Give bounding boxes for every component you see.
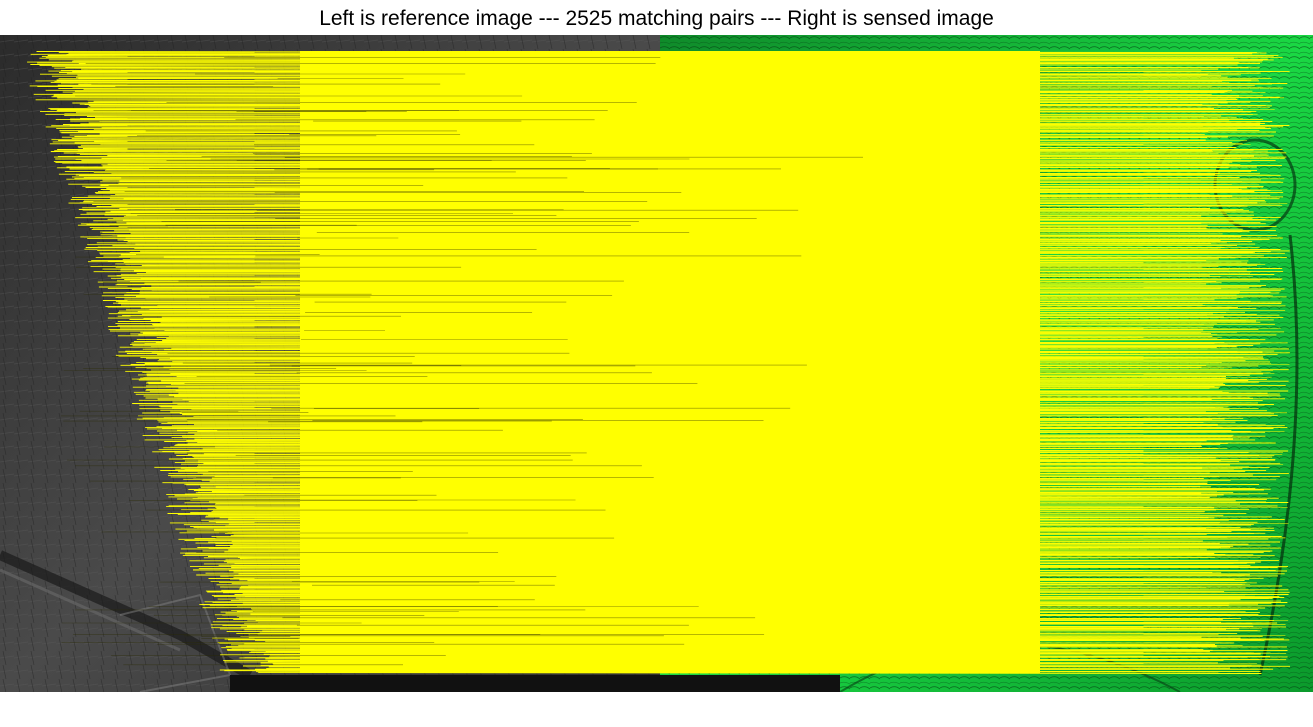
match-line — [172, 361, 1270, 362]
image-gap-band — [230, 675, 840, 692]
match-line — [220, 576, 1245, 577]
match-line — [234, 534, 1207, 535]
image-pair-canvas — [0, 35, 1313, 692]
match-line — [201, 604, 1258, 605]
match-line — [129, 229, 1243, 230]
match-line — [90, 106, 1272, 107]
match-line — [215, 507, 1214, 508]
match-line — [183, 555, 1254, 556]
match-line — [166, 494, 1249, 495]
match-line — [175, 469, 1242, 470]
match-line — [108, 288, 1221, 289]
match-line — [183, 458, 1216, 459]
image-pair-panel — [0, 35, 1313, 692]
match-line — [268, 660, 1224, 661]
match-line — [214, 529, 1251, 530]
match-line — [194, 490, 1264, 491]
match-line — [213, 622, 1221, 623]
match-line — [207, 591, 1224, 592]
match-line — [231, 566, 1238, 567]
match-line — [111, 211, 1250, 212]
match-line — [35, 80, 1251, 81]
match-line — [117, 235, 1277, 236]
match-line — [31, 54, 1253, 55]
match-line — [126, 243, 1211, 244]
match-line — [69, 203, 1288, 204]
match-line — [249, 653, 1286, 654]
match-line — [161, 322, 1261, 323]
match-line — [57, 97, 1280, 98]
match-line — [108, 318, 1283, 319]
match-line — [40, 65, 1238, 66]
match-line — [201, 520, 1285, 521]
match-line — [97, 250, 1289, 251]
match-line — [116, 355, 1266, 356]
match-line — [87, 244, 1216, 245]
match-line — [190, 450, 1289, 451]
match-line — [130, 333, 1211, 334]
match-line — [151, 286, 1266, 287]
match-line — [87, 116, 1221, 117]
match-line — [168, 475, 1253, 476]
match-line — [102, 295, 1237, 296]
match-line — [143, 332, 1201, 333]
figure-title: Left is reference image --- 2525 matchin… — [0, 6, 1313, 32]
match-line — [239, 579, 1231, 580]
match-line — [108, 307, 1238, 308]
match-line — [146, 272, 1252, 273]
match-line — [72, 197, 1283, 198]
match-line — [203, 474, 1289, 475]
match-line — [56, 119, 1205, 120]
match-line — [58, 140, 1206, 141]
